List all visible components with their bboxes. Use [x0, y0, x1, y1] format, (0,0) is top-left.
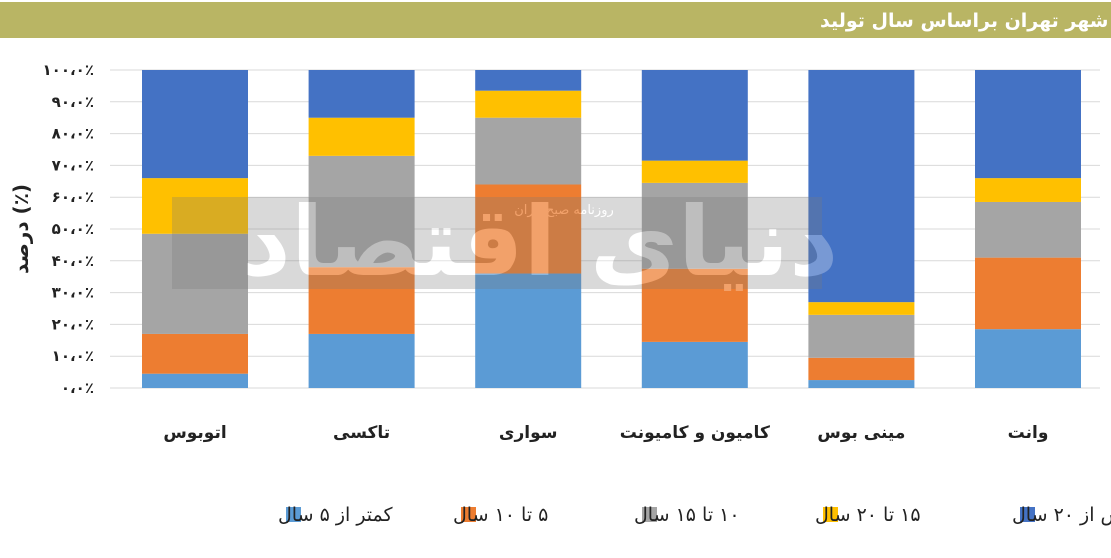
- legend-label: ۱۰ تا ۱۵ سال: [634, 504, 740, 526]
- bar-segment: [308, 155, 415, 268]
- y-tick-label: ۴۰،۰٪: [52, 252, 94, 270]
- bar-segment: [142, 70, 248, 179]
- bar-segment: [975, 70, 1081, 179]
- bar-segment: [808, 357, 915, 381]
- bar-segment: [475, 117, 582, 185]
- y-tick-label: ۲۰،۰٪: [52, 315, 94, 333]
- bar-segment: [308, 70, 415, 118]
- bar-segment: [142, 333, 248, 374]
- chart-title: عمر ناوگان وسایل نقلیه در حال تردد در شه…: [820, 9, 1111, 32]
- bar-segment: [475, 90, 582, 118]
- x-category-label: تاکسی: [333, 423, 390, 443]
- watermark-main: دنیای اقتصاد: [242, 186, 839, 298]
- y-tick-label: ۵۰،۰٪: [52, 220, 94, 238]
- y-tick-label: ۰،۰٪: [61, 379, 94, 397]
- bar-segment: [808, 380, 915, 388]
- bar-segment: [808, 302, 915, 315]
- bar-segment: [975, 329, 1081, 388]
- bar-segment: [641, 268, 748, 342]
- legend-swatch: [642, 507, 657, 522]
- bar-segment: [641, 160, 748, 183]
- bar-segment: [975, 257, 1081, 330]
- x-category-label: اتوبوس: [163, 423, 226, 443]
- bar-segment: [475, 70, 582, 91]
- legend-label: کمتر از ۵ سال: [278, 504, 394, 526]
- bar-segment: [475, 184, 582, 274]
- x-category-label: کامیون و کامیونت: [620, 423, 770, 443]
- y-tick-label: ۹۰،۰٪: [52, 93, 94, 111]
- y-tick-label: ۷۰،۰٪: [52, 156, 94, 174]
- y-tick-label: ۱۰،۰٪: [52, 347, 94, 365]
- bar-segment: [641, 182, 748, 269]
- y-axis-label: درصد (٪): [9, 184, 33, 274]
- bar-segment: [641, 341, 748, 388]
- y-tick-label: ۶۰،۰٪: [52, 188, 94, 206]
- bar-segment: [641, 70, 748, 161]
- x-category-label: مینی بوس: [817, 423, 905, 443]
- gridlines: [110, 69, 1100, 389]
- bar-segment: [475, 273, 582, 388]
- title-bar: [0, 2, 1111, 38]
- bar-segment: [308, 267, 415, 334]
- legend: بیش از ۲۰ سال ۱۵ تا ۲۰ سال ۱۰ تا ۱۵ سال ۵ ت…: [278, 504, 1111, 526]
- y-tick-label: ۱۰۰،۰٪: [43, 61, 94, 79]
- legend-label: ۱۵ تا ۲۰ سال: [815, 504, 921, 526]
- bar-segment: [142, 178, 248, 234]
- x-category-label: سواری: [499, 423, 558, 443]
- x-axis-labels: وانت مینی بوس کامیون و کامیونت سواری تاکسی ات…: [163, 423, 1048, 443]
- bar-segment: [142, 373, 248, 388]
- legend-label: ۵ تا ۱۰ سال: [453, 504, 548, 526]
- y-tick-label: ۸۰،۰٪: [52, 125, 94, 143]
- bar-segment: [975, 201, 1081, 258]
- legend-label: بیش از ۲۰ سال: [1012, 504, 1111, 526]
- x-category-label: وانت: [1008, 423, 1049, 443]
- legend-swatch: [286, 507, 301, 522]
- watermark-band: [172, 197, 822, 289]
- bar-segment: [308, 117, 415, 156]
- bar-segment: [808, 314, 915, 358]
- bar-segment: [308, 333, 415, 388]
- y-tick-label: ۳۰،۰٪: [52, 284, 94, 302]
- bar-segment: [142, 233, 248, 334]
- bars: [142, 70, 1081, 388]
- watermark-stamp: روزنامه صبح ایران: [514, 203, 614, 218]
- y-axis-ticks: ۰،۰٪ ۱۰،۰٪ ۲۰،۰٪ ۳۰،۰٪ ۴۰،۰٪ ۵۰،۰٪ ۶۰،۰٪ ۷۰،۰٪ ۸…: [43, 61, 94, 397]
- bar-segment: [975, 178, 1081, 202]
- watermark: دنیای اقتصاد روزنامه صبح ایران: [172, 186, 838, 298]
- legend-swatch: [823, 507, 838, 522]
- bar-segment: [808, 70, 915, 303]
- legend-swatch: [1020, 507, 1035, 522]
- legend-swatch: [461, 507, 476, 522]
